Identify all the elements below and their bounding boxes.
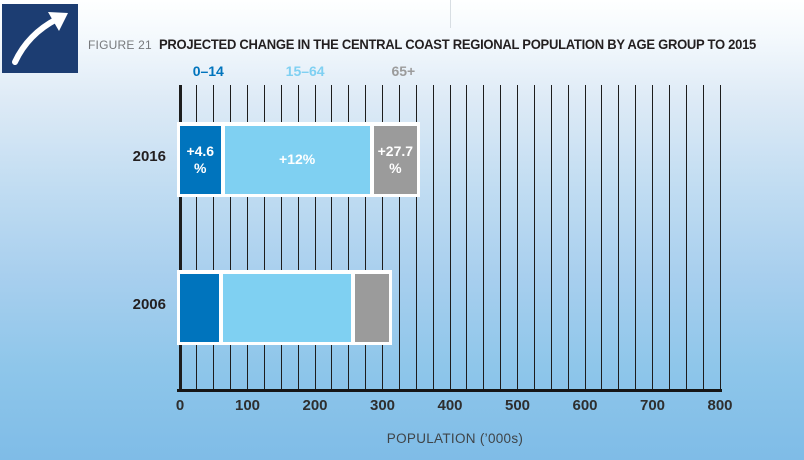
x-tick-200: 200 — [302, 397, 328, 414]
legend-item-0–14: 0–14 — [192, 63, 224, 79]
bar-segment-value-label: +12% — [279, 151, 316, 168]
bar-segment-65+: +27.7 % — [373, 125, 417, 194]
gridline — [297, 85, 299, 389]
x-axis-line — [177, 389, 722, 392]
gridline — [550, 85, 552, 389]
gridline — [365, 85, 367, 389]
page-column-divider — [450, 0, 451, 28]
gridline — [618, 85, 620, 389]
gridline — [584, 85, 586, 389]
category-label-2016: 2016 — [132, 148, 166, 165]
gridline — [533, 85, 535, 389]
y-axis-line — [178, 85, 182, 389]
gridline — [668, 85, 670, 389]
gridline — [702, 85, 704, 389]
bar-segment-value-label: +4.6 % — [186, 142, 215, 176]
legend-item-65+: 65+ — [391, 63, 416, 79]
growth-arrow-icon — [2, 4, 78, 73]
figure-number-label: FIGURE 21 — [88, 38, 152, 52]
bar-segment-value-label: +27.7 % — [377, 142, 414, 176]
x-tick-300: 300 — [369, 397, 396, 414]
gridline — [263, 85, 265, 389]
bar-segment-0–14: +4.6 % — [180, 125, 221, 194]
stacked-bar-2016: +4.6 % +12% +27.7 % — [176, 122, 421, 197]
x-tick-800: 800 — [707, 397, 733, 414]
gridline — [213, 85, 215, 389]
figure-title: PROJECTED CHANGE IN THE CENTRAL COAST RE… — [158, 36, 756, 52]
gridline — [685, 85, 687, 389]
gridline — [230, 85, 232, 389]
gridline — [719, 85, 721, 389]
gridline — [483, 85, 485, 389]
category-label-2006: 2006 — [132, 296, 166, 313]
gridline — [449, 85, 451, 389]
gridline — [280, 85, 282, 389]
x-axis-title: POPULATION (’000s) — [386, 431, 524, 446]
gridline — [466, 85, 468, 389]
bar-segment-15–64: +12% — [224, 125, 370, 194]
gridline — [432, 85, 434, 389]
gridline — [331, 85, 333, 389]
x-tick-600: 600 — [572, 397, 598, 414]
gridline — [398, 85, 400, 389]
figure-header: FIGURE 21 PROJECTED CHANGE IN THE CENTRAL… — [88, 36, 801, 54]
x-tick-500: 500 — [504, 397, 531, 414]
x-tick-400: 400 — [437, 397, 463, 414]
gridline — [635, 85, 637, 389]
gridline — [348, 85, 350, 389]
gridline — [500, 85, 502, 389]
x-tick-100: 100 — [234, 397, 261, 414]
x-tick-700: 700 — [639, 397, 666, 414]
stacked-bar-2006 — [176, 270, 393, 345]
growth-arrow-glyph — [12, 12, 68, 65]
gridline — [314, 85, 316, 389]
gridline — [382, 85, 383, 389]
gridline — [652, 85, 653, 389]
bar-segment-0–14 — [180, 273, 219, 342]
gridline — [601, 85, 603, 389]
bar-segment-15–64 — [222, 273, 352, 342]
x-tick-0: 0 — [175, 397, 185, 414]
legend-item-15–64: 15–64 — [285, 63, 325, 79]
gridline — [567, 85, 569, 389]
bar-segment-65+ — [355, 273, 389, 342]
gridline — [415, 85, 417, 389]
gridline — [517, 85, 518, 389]
gridline — [247, 85, 248, 389]
gridline — [196, 85, 198, 389]
